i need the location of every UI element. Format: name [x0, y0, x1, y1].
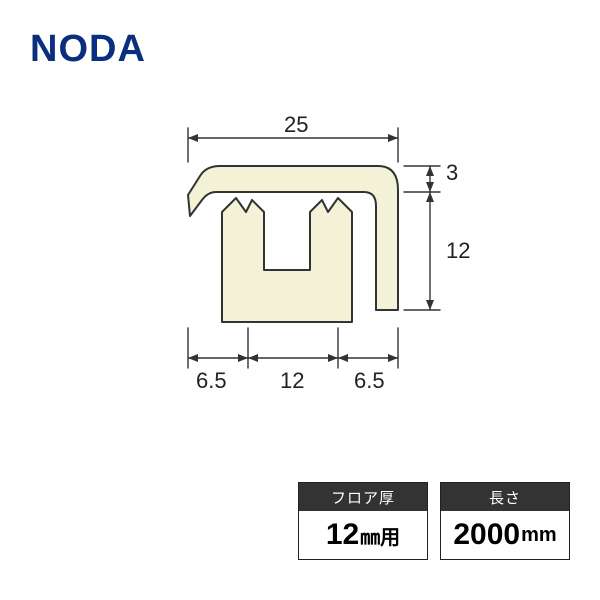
spec-floor-thickness-big: 12: [326, 518, 359, 552]
spec-length-unit: mm: [521, 524, 557, 547]
profile-shape: [188, 166, 398, 322]
spec-floor-thickness-value: 12 ㎜用: [299, 511, 427, 559]
spec-length: 長さ 2000 mm: [440, 482, 570, 560]
cross-section-diagram: 25 3 12 6.5 12 6.5: [100, 100, 500, 430]
spec-floor-thickness-header: フロア厚: [299, 483, 427, 511]
dim-right-lower: 12: [446, 238, 470, 264]
dim-bottom-mid: 12: [280, 368, 304, 394]
dim-bottom-left: 6.5: [196, 368, 227, 394]
dim-top-width: 25: [284, 112, 308, 138]
spec-length-big: 2000: [453, 518, 520, 552]
spec-boxes: フロア厚 12 ㎜用 長さ 2000 mm: [298, 482, 570, 560]
dim-right-upper: 3: [446, 160, 458, 186]
spec-floor-thickness-unit: ㎜用: [360, 521, 400, 550]
spec-length-value: 2000 mm: [441, 511, 569, 559]
spec-length-header: 長さ: [441, 483, 569, 511]
brand-logo: NODA: [30, 28, 146, 71]
dim-bottom-right: 6.5: [354, 368, 385, 394]
spec-floor-thickness: フロア厚 12 ㎜用: [298, 482, 428, 560]
